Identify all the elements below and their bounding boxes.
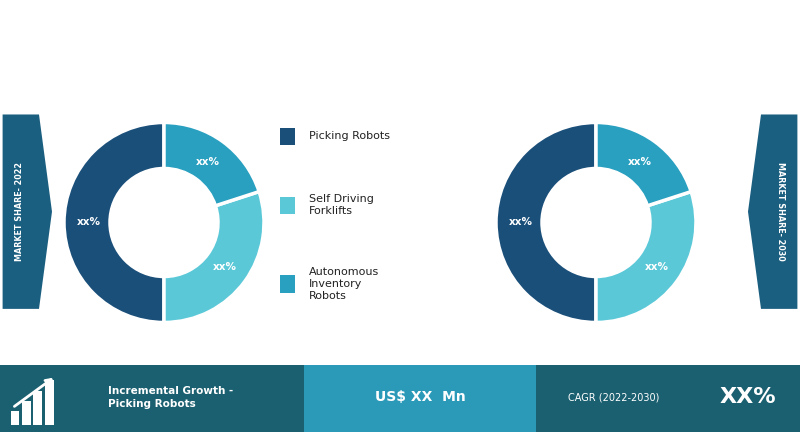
Bar bbox=[536, 365, 800, 432]
Bar bbox=[280, 275, 294, 292]
Text: US$ XX  Mn: US$ XX Mn bbox=[374, 390, 466, 404]
Polygon shape bbox=[748, 114, 798, 309]
Text: Incremental Growth -
Picking Robots: Incremental Growth - Picking Robots bbox=[108, 386, 234, 409]
Bar bbox=[280, 127, 294, 145]
Bar bbox=[34, 391, 42, 425]
Text: Self Driving
Forklifts: Self Driving Forklifts bbox=[310, 194, 374, 216]
Bar bbox=[0, 365, 320, 432]
Bar bbox=[22, 401, 31, 425]
Polygon shape bbox=[304, 365, 536, 432]
Wedge shape bbox=[596, 191, 696, 322]
Text: CAGR (2022-2030): CAGR (2022-2030) bbox=[568, 392, 659, 402]
Text: xx%: xx% bbox=[628, 157, 652, 167]
Wedge shape bbox=[596, 123, 691, 206]
Wedge shape bbox=[164, 123, 259, 206]
Text: XX%: XX% bbox=[720, 387, 776, 407]
Text: MARKET SHARE- 2030: MARKET SHARE- 2030 bbox=[776, 162, 785, 261]
Text: Autonomous
Inventory
Robots: Autonomous Inventory Robots bbox=[310, 267, 379, 301]
Text: xx%: xx% bbox=[196, 157, 220, 167]
Wedge shape bbox=[164, 191, 264, 322]
Wedge shape bbox=[496, 123, 596, 322]
Text: Autonomous Mobile Robots Market - By Type: Autonomous Mobile Robots Market - By Typ… bbox=[92, 29, 620, 49]
Wedge shape bbox=[64, 123, 164, 322]
Text: xx%: xx% bbox=[77, 217, 101, 228]
Polygon shape bbox=[2, 114, 52, 309]
Bar bbox=[10, 411, 19, 425]
Text: xx%: xx% bbox=[645, 261, 669, 272]
Bar bbox=[45, 380, 54, 425]
Bar bbox=[280, 197, 294, 214]
Text: MARKET SHARE- 2022: MARKET SHARE- 2022 bbox=[15, 162, 24, 261]
Text: xx%: xx% bbox=[509, 217, 533, 228]
Text: Picking Robots: Picking Robots bbox=[310, 131, 390, 141]
Text: xx%: xx% bbox=[213, 261, 237, 272]
